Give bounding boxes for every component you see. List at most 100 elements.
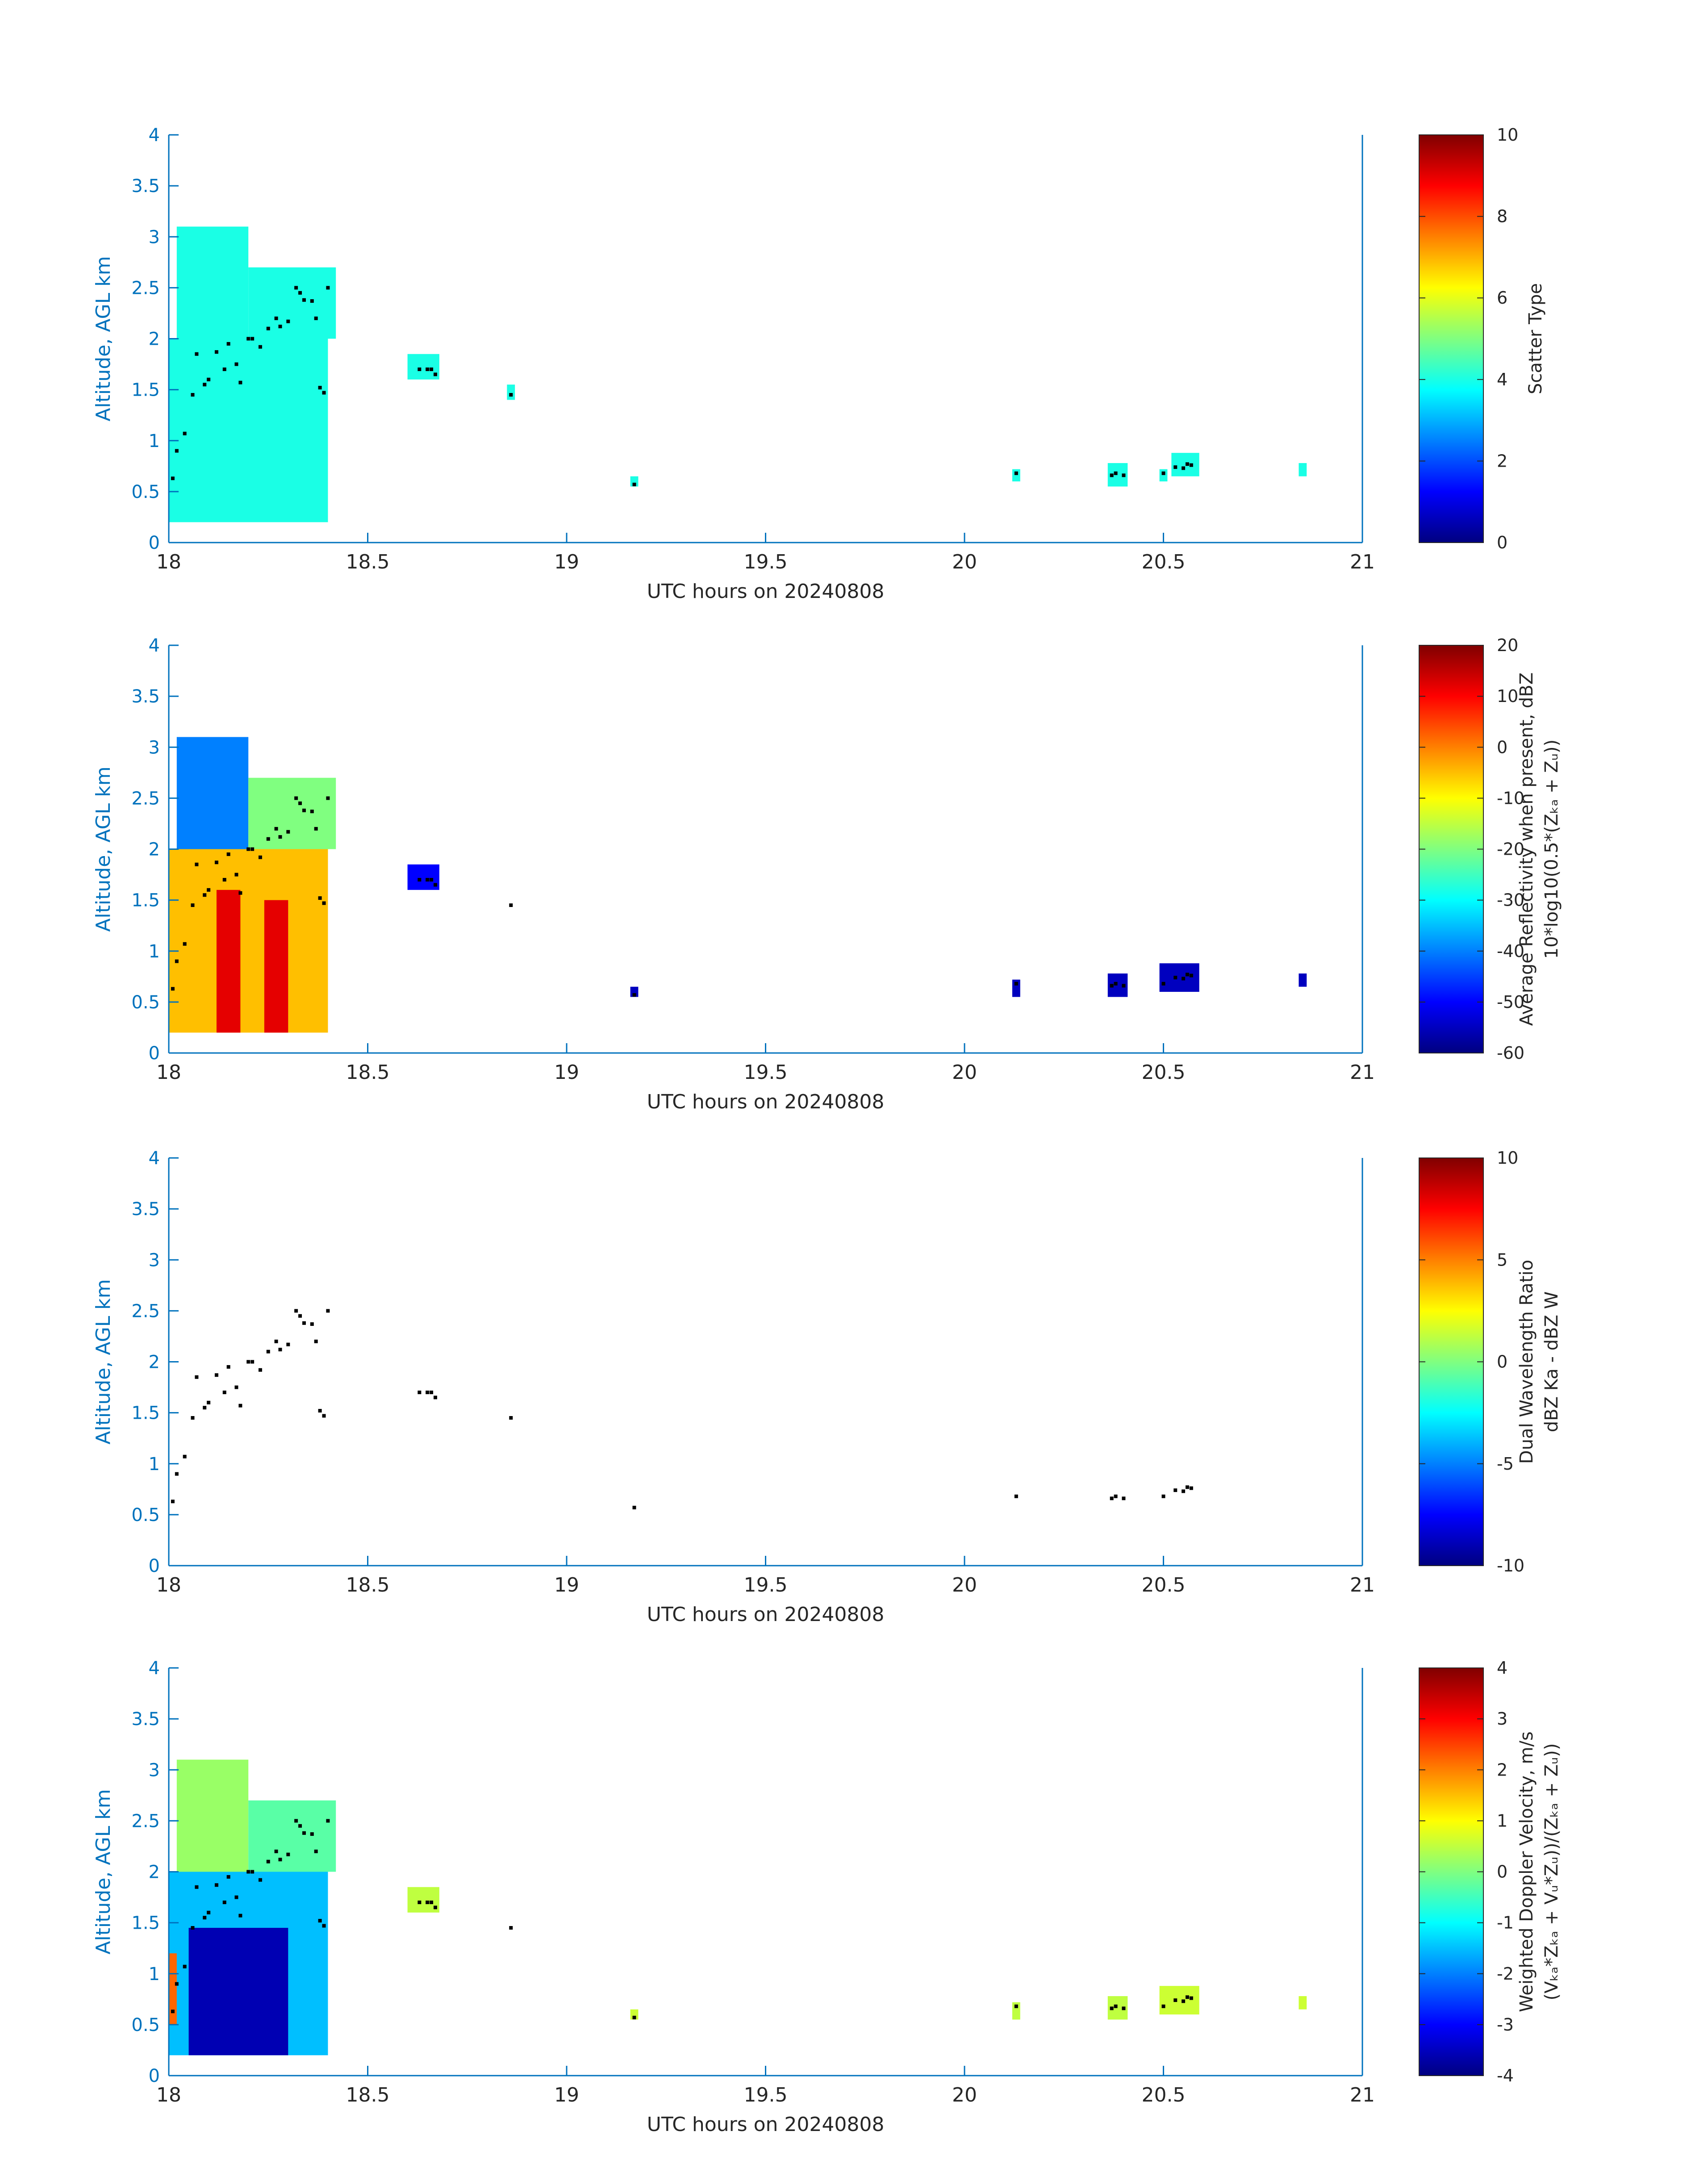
heatmap-cell (169, 1953, 177, 2025)
data-point (298, 1824, 302, 1828)
data-point (266, 837, 270, 841)
colorbar-label: (Vₖₐ*Zₖₐ + Vᵤ*Zᵤ))/(Zₖₐ + Zᵤ)) (1541, 1743, 1562, 2001)
x-axis-label: UTC hours on 20240808 (647, 1091, 885, 1113)
heatmap-cell (1159, 963, 1199, 992)
colorbar-tick-label: 10 (1497, 125, 1518, 145)
data-point (207, 377, 211, 381)
heatmap-layer (169, 737, 1307, 1033)
heatmap-cell (1299, 973, 1307, 987)
data-point (509, 1926, 513, 1930)
heatmap-cell (248, 267, 336, 339)
colorbar-tick-label: 6 (1497, 288, 1508, 308)
data-point (274, 827, 278, 831)
data-point (226, 1875, 230, 1879)
data-point (322, 1924, 326, 1928)
x-tick-label: 20.5 (1142, 1574, 1186, 1596)
y-tick-label: 3.5 (131, 686, 160, 707)
heatmap-cell (507, 384, 515, 400)
data-point (1014, 471, 1018, 475)
data-point (258, 345, 262, 349)
data-point (1182, 977, 1186, 981)
x-tick-label: 19 (554, 1574, 579, 1596)
data-point (632, 2015, 636, 2019)
data-point (258, 855, 262, 859)
data-point (302, 808, 306, 812)
data-point (1014, 1494, 1018, 1498)
data-point (203, 383, 207, 387)
data-point (310, 810, 314, 814)
data-point (418, 877, 422, 882)
x-tick-label: 18 (156, 551, 181, 573)
data-point (214, 1373, 218, 1377)
data-point (286, 1852, 290, 1856)
heatmap-cell (630, 476, 639, 487)
heatmap-cell (169, 338, 328, 522)
data-point (322, 391, 326, 395)
colorbar-label: Dual Wavelength Ratio (1516, 1260, 1537, 1464)
data-point (1185, 1485, 1189, 1489)
data-point (302, 1321, 306, 1325)
colorbar-tick-label: 0 (1497, 533, 1508, 552)
data-point (294, 1309, 298, 1313)
y-tick-label: 3 (149, 1250, 160, 1270)
x-tick-label: 18.5 (346, 551, 390, 573)
data-point (222, 1390, 226, 1394)
heatmap-cell (188, 1928, 288, 2056)
y-axis-label: Altitude, AGL km (92, 1279, 115, 1444)
x-tick-label: 21 (1350, 2084, 1375, 2106)
y-tick-label: 0.5 (131, 992, 160, 1013)
data-point (246, 1870, 251, 1874)
data-point (175, 1982, 179, 1986)
colorbar-tick-label: 1 (1497, 1811, 1508, 1830)
data-point (632, 482, 636, 486)
panel-dual-wavelength-ratio: 18 18.5 19 19.5 20 20.5 21 0 0.5 1 1.5 2 2.5 3 3.5 4 UTC… (92, 1148, 1562, 1626)
heatmap-cell (1159, 469, 1168, 482)
data-point (294, 286, 298, 290)
data-point (1161, 471, 1165, 475)
data-point (226, 1365, 230, 1369)
data-point (1189, 974, 1193, 978)
data-point (632, 1505, 636, 1509)
data-point (326, 1819, 330, 1823)
colorbar: 0 2 4 6 8 10 Scatter Type (1419, 125, 1546, 552)
data-point (251, 1870, 255, 1874)
data-point (251, 337, 255, 341)
data-point (171, 987, 175, 991)
data-point (1110, 984, 1114, 988)
y-tick-label: 4 (149, 1658, 160, 1679)
colorbar-tick-label: 5 (1497, 1250, 1508, 1270)
y-tick-label: 1.5 (131, 1913, 160, 1934)
x-tick-label: 19.5 (744, 551, 788, 573)
heatmap-cell (248, 1800, 336, 1872)
heatmap-cell (176, 1759, 249, 1872)
data-point (203, 1406, 207, 1410)
data-point (238, 1404, 242, 1408)
x-tick-label: 20.5 (1142, 1061, 1186, 1084)
data-point (509, 903, 513, 907)
colorbar-tick-label: 2 (1497, 1760, 1508, 1780)
data-point (318, 1409, 322, 1413)
colorbar: -10 -5 0 5 10 Dual Wavelength Ratio dBZ Ka - d… (1419, 1148, 1562, 1575)
data-point (426, 1390, 430, 1394)
heatmap-cell (1299, 463, 1307, 476)
heatmap-cell (264, 900, 288, 1033)
heatmap-cell (248, 777, 336, 849)
heatmap-cell (1171, 453, 1199, 476)
data-point (175, 959, 179, 963)
colorbar-tick-label: -5 (1497, 1454, 1514, 1474)
data-point (430, 877, 434, 882)
colorbar: -4 -3 -2 -1 0 1 2 3 4 Weighted Doppler Velocity, … (1419, 1658, 1562, 2085)
data-point (326, 286, 330, 290)
data-point (258, 1878, 262, 1882)
data-point (302, 298, 306, 302)
data-point (286, 830, 290, 834)
data-point (1173, 976, 1178, 980)
data-point (318, 1919, 322, 1923)
data-point (251, 1360, 255, 1364)
data-point (310, 1832, 314, 1836)
data-point (294, 796, 298, 800)
data-point (1161, 2004, 1165, 2008)
data-point (1161, 982, 1165, 986)
x-tick-label: 20.5 (1142, 551, 1186, 573)
heatmap-cell (1012, 2002, 1020, 2020)
